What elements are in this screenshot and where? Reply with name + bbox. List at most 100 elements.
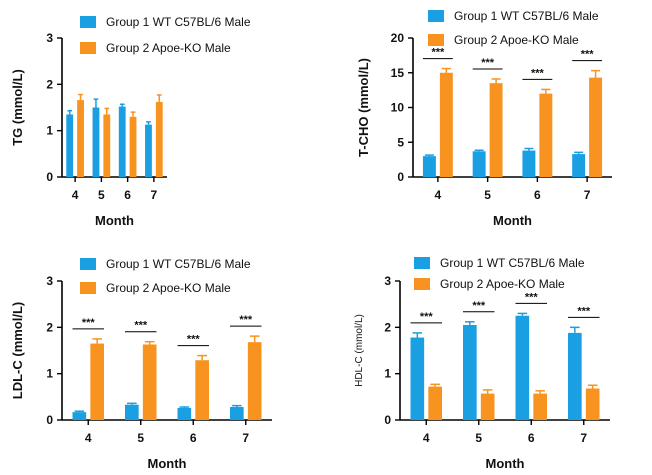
y-axis-title: HDL-C (mmol/L) <box>354 314 365 387</box>
x-tick-label: 4 <box>423 431 430 445</box>
legend: Group 1 WT C57BL/6 Male Group 2 Apoe-KO M… <box>414 256 585 291</box>
y-tick-label: 5 <box>397 135 404 149</box>
x-tick-label: 7 <box>584 188 591 202</box>
bar-group2 <box>539 93 553 177</box>
significance-label: *** <box>472 300 486 312</box>
bar-group1 <box>66 114 74 177</box>
x-tick-label: 7 <box>151 188 158 202</box>
bar-group1 <box>515 315 530 420</box>
bar-group1 <box>177 407 192 420</box>
y-tick-label: 2 <box>46 320 53 334</box>
bar-group2 <box>585 388 600 420</box>
bar-group1 <box>230 407 244 420</box>
x-tick-label: 7 <box>580 431 587 445</box>
bar-group2 <box>489 83 503 177</box>
y-tick-label: 3 <box>384 274 391 288</box>
significance-label: *** <box>581 49 595 61</box>
legend-label-group2: Group 2 Apoe-KO Male <box>440 277 565 291</box>
x-tick-label: 6 <box>190 431 197 445</box>
tg-chart: Group 1 WT C57BL/6 Male Group 2 Apoe-KO M… <box>10 15 251 228</box>
y-tick-label: 1 <box>384 367 391 381</box>
y-tick-label: 3 <box>46 274 53 288</box>
x-axis-title: Month <box>95 213 134 228</box>
x-tick-label: 6 <box>124 188 131 202</box>
y-tick-label: 20 <box>391 31 405 45</box>
y-tick-label: 15 <box>391 66 405 80</box>
x-tick-label: 4 <box>435 188 442 202</box>
bar-group1 <box>422 156 436 177</box>
significance-label: *** <box>187 334 201 346</box>
significance-label: *** <box>239 314 253 326</box>
bar-group1 <box>92 107 100 177</box>
legend-swatch-group2 <box>80 42 96 54</box>
bar-group2 <box>247 342 262 420</box>
x-tick-label: 4 <box>72 188 79 202</box>
y-tick-label: 0 <box>46 170 53 184</box>
y-tick-label: 0 <box>46 413 53 427</box>
bar-group1 <box>125 404 139 420</box>
bar-group2 <box>428 386 442 420</box>
significance-label: *** <box>82 317 96 329</box>
x-axis-title: Month <box>486 456 525 471</box>
y-tick-label: 1 <box>46 124 53 138</box>
legend-swatch-group1 <box>80 258 96 270</box>
bar-group2 <box>90 343 104 420</box>
y-axis-title: LDL-C (mmol/L) <box>10 302 25 399</box>
tcho-chart: Group 1 WT C57BL/6 Male Group 2 Apoe-KO M… <box>356 9 612 228</box>
bar-group1 <box>118 106 126 177</box>
x-tick-label: 6 <box>528 431 535 445</box>
bar-group1 <box>572 154 586 177</box>
bar-group2 <box>589 77 603 177</box>
legend: Group 1 WT C57BL/6 Male Group 2 Apoe-KO M… <box>80 257 251 295</box>
y-axis-title: TG (mmol/L) <box>10 69 25 146</box>
y-tick-label: 2 <box>384 320 391 334</box>
y-tick-label: 10 <box>391 101 405 115</box>
x-tick-label: 6 <box>534 188 541 202</box>
x-axis-title: Month <box>148 456 187 471</box>
x-tick-label: 5 <box>137 431 144 445</box>
bar-group2 <box>77 100 84 177</box>
bar-group1 <box>463 325 477 420</box>
significance-label: *** <box>531 67 545 79</box>
bar-group2 <box>155 101 163 177</box>
bar-group1 <box>568 332 582 420</box>
bar-group2 <box>533 393 547 420</box>
x-axis-title: Month <box>493 213 532 228</box>
y-tick-label: 0 <box>397 170 404 184</box>
legend-label-group1: Group 1 WT C57BL/6 Male <box>106 257 251 271</box>
y-tick-label: 1 <box>46 367 53 381</box>
x-tick-label: 4 <box>85 431 92 445</box>
bar-group1 <box>72 412 87 420</box>
significance-label: *** <box>481 57 495 69</box>
significance-label: *** <box>525 291 539 303</box>
bar-group2 <box>103 114 111 177</box>
x-tick-label: 5 <box>475 431 482 445</box>
legend-label-group2: Group 2 Apoe-KO Male <box>106 41 231 55</box>
y-axis-title: T-CHO (mmol/L) <box>356 58 371 157</box>
bar-group2 <box>439 72 453 177</box>
bar-group1 <box>472 151 486 177</box>
bar-group2 <box>142 344 157 420</box>
legend-swatch-group1 <box>80 16 96 28</box>
ldl-chart: Group 1 WT C57BL/6 Male Group 2 Apoe-KO M… <box>10 257 272 471</box>
significance-label: *** <box>420 311 434 323</box>
significance-label: *** <box>134 320 148 332</box>
significance-label: *** <box>577 305 591 317</box>
legend-swatch-group2 <box>414 278 430 290</box>
x-tick-label: 5 <box>484 188 491 202</box>
legend-swatch-group1 <box>428 10 444 22</box>
legend-label-group1: Group 1 WT C57BL/6 Male <box>106 15 251 29</box>
significance-label: *** <box>431 47 445 59</box>
y-tick-label: 0 <box>384 413 391 427</box>
bar-group2 <box>129 116 137 177</box>
bar-group1 <box>410 337 425 420</box>
bar-group2 <box>195 360 209 420</box>
legend: Group 1 WT C57BL/6 Male Group 2 Apoe-KO M… <box>428 9 599 47</box>
legend-label-group2: Group 2 Apoe-KO Male <box>106 281 231 295</box>
legend-label-group2: Group 2 Apoe-KO Male <box>454 33 579 47</box>
legend-swatch-group1 <box>414 257 430 269</box>
x-tick-label: 5 <box>98 188 105 202</box>
legend-swatch-group2 <box>428 34 444 46</box>
legend-label-group1: Group 1 WT C57BL/6 Male <box>440 256 585 270</box>
